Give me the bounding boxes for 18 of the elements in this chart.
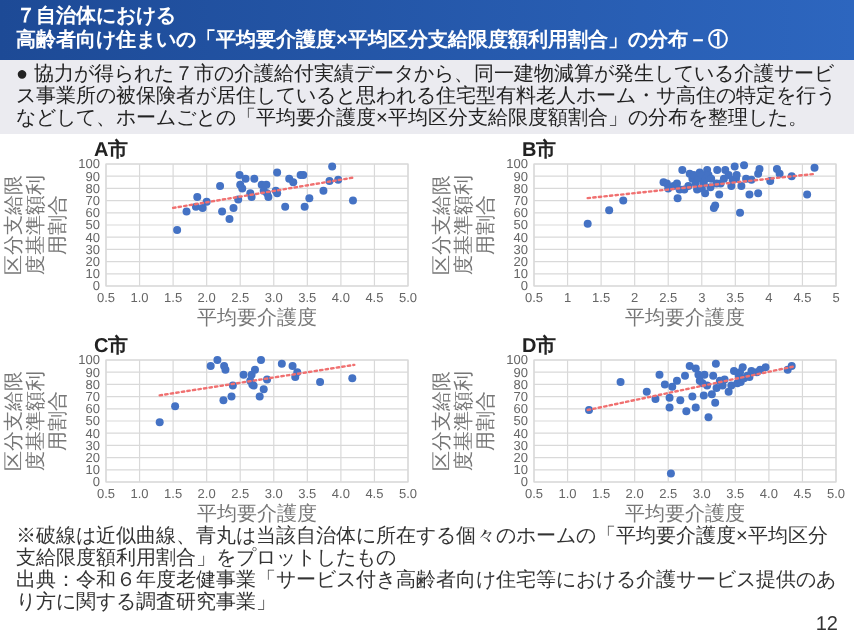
x-axis-title: 平均要介護度 [624,306,744,330]
chart-title: C市 [94,333,129,357]
y-axis-title: 区分支給限度基準額利用割合 [429,175,497,275]
text: 高齢者向け住まいの「平均要介護度×平均区分支給限度額利用割合」の分布－① [16,30,730,54]
chart-title: D市 [521,333,556,357]
text: ● 協力が得られた７市の介護給付実績データから、同一建物減算が発生している介護サービス事業所の被保険者が居住していると思われる住宅型有料老人ホーム・サ高住の特定を行うなどして、ホームごとの「平均要介護度×平均区分支給限度額割合」の分布を整理した。 [0,60,854,134]
chart-title: B市 [521,138,556,162]
x-axis-title: 平均要介護度 [197,501,317,525]
x-axis-title: 平均要介護度 [624,501,744,525]
text: ※破線は近似曲線、青丸は当該自治体に所在する個々のホームの「平均要介護度×平均区分支給限度額利用割合」をプロットしたもの [16,526,830,570]
text: 12 [815,614,838,636]
y-axis-title: 区分支給限度基準額利用割合 [2,370,70,470]
source-note: 出典：令和６年度老健事業「サービス付き高齢者向け住宅等における介護サービス提供のあり方に関する調査研究事業」 [16,570,838,614]
chart-title: A市 [94,138,129,162]
y-axis-title: 区分支給限度基準額利用割合 [429,370,497,470]
y-axis-title: 区分支給限度基準額利用割合 [2,175,70,275]
x-axis-title: 平均要介護度 [197,306,317,330]
text: ７自治体における [16,6,178,28]
